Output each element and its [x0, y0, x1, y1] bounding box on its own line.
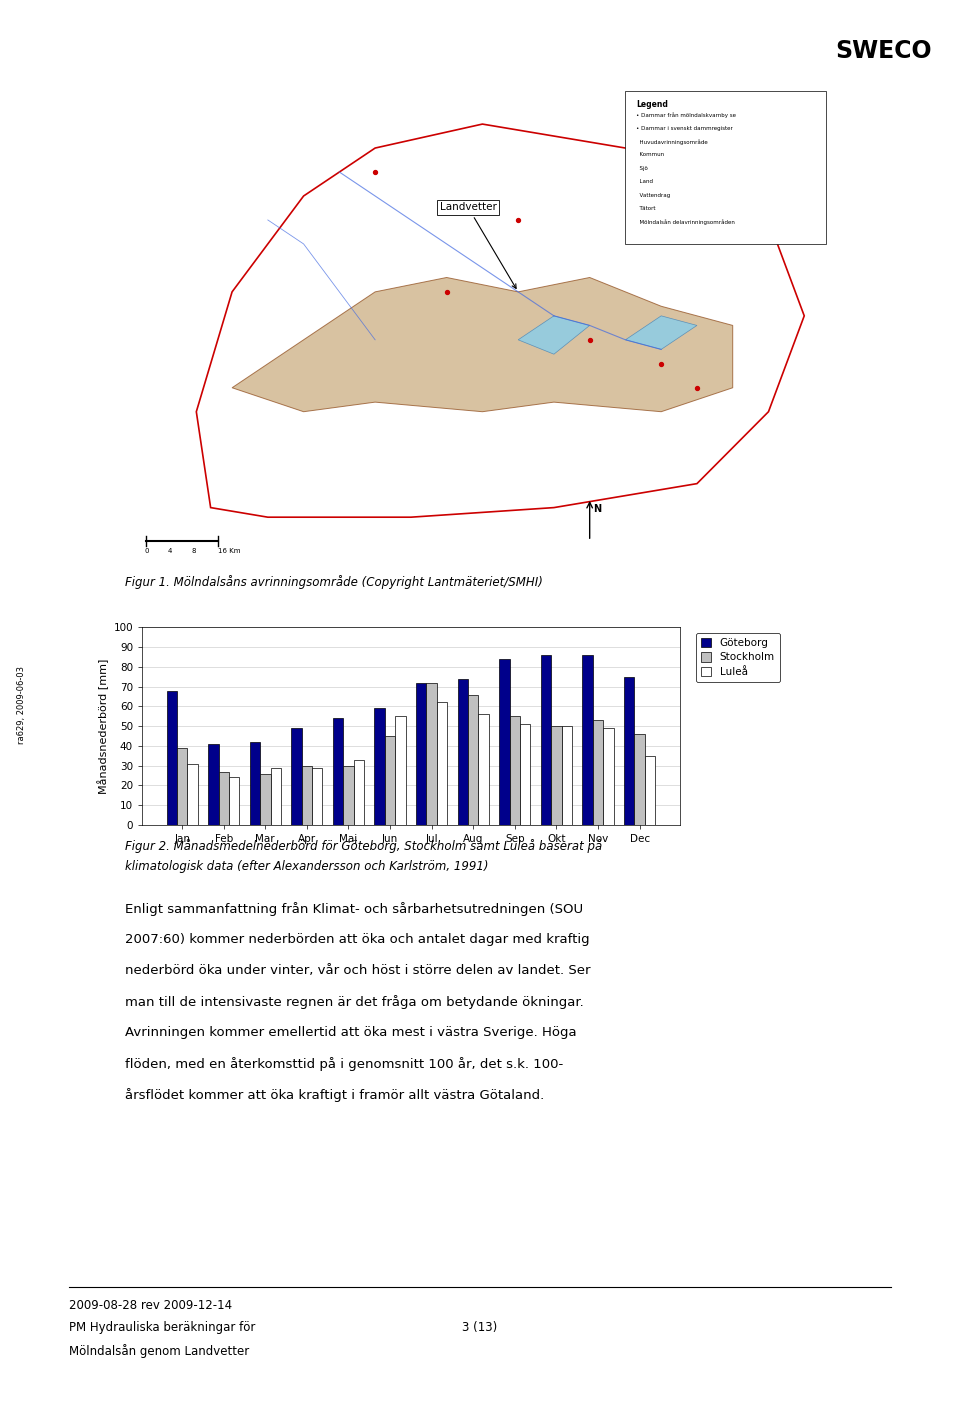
Bar [458, 678, 468, 825]
Text: 4: 4 [168, 548, 172, 554]
Text: 16 Km: 16 Km [218, 548, 240, 554]
Text: Vattendrag: Vattendrag [636, 193, 670, 197]
Text: ra629, 2009-06-03: ra629, 2009-06-03 [16, 666, 26, 744]
Text: flöden, med en återkomsttid på i genomsnitt 100 år, det s.k. 100-: flöden, med en återkomsttid på i genomsn… [125, 1058, 564, 1072]
Text: Mölndalsån genom Landvetter: Mölndalsån genom Landvetter [69, 1344, 250, 1358]
Bar [468, 695, 478, 825]
Bar [583, 656, 593, 825]
Bar [416, 682, 426, 825]
Bar [437, 702, 447, 825]
Y-axis label: Månadsnederbörd [mm]: Månadsnederbörd [mm] [98, 658, 109, 794]
Text: Tätort: Tätort [636, 206, 656, 212]
Bar [426, 682, 437, 825]
Bar [344, 766, 353, 825]
Text: klimatologisk data (efter Alexandersson och Karlström, 1991): klimatologisk data (efter Alexandersson … [125, 860, 489, 873]
Polygon shape [626, 316, 697, 350]
Text: Huvudavrinningsområde: Huvudavrinningsområde [636, 140, 708, 145]
Bar [301, 766, 312, 825]
Bar [626, 90, 826, 244]
Text: 3 (13): 3 (13) [463, 1321, 497, 1334]
Text: N: N [593, 505, 601, 515]
Bar [396, 716, 406, 825]
Bar [551, 726, 562, 825]
Text: 2009-08-28 rev 2009-12-14: 2009-08-28 rev 2009-12-14 [69, 1299, 232, 1311]
Bar [312, 767, 323, 825]
Bar [593, 721, 603, 825]
Bar [219, 771, 228, 825]
Point [654, 352, 669, 375]
Text: Mölndalsån delavrinningsområden: Mölndalsån delavrinningsområden [636, 220, 735, 226]
Bar [624, 677, 635, 825]
Text: • Dammar i svenskt dammregister: • Dammar i svenskt dammregister [636, 125, 732, 131]
Polygon shape [518, 316, 589, 354]
Bar [208, 744, 219, 825]
Point [582, 329, 597, 351]
Bar [271, 767, 281, 825]
Text: 8: 8 [192, 548, 197, 554]
Text: årsflödet kommer att öka kraftigt i framör allt västra Götaland.: årsflödet kommer att öka kraftigt i fram… [125, 1089, 544, 1103]
Bar [603, 728, 613, 825]
Text: Kommun: Kommun [636, 152, 664, 158]
Bar [228, 777, 239, 825]
Bar [353, 760, 364, 825]
Text: Sjö: Sjö [636, 166, 648, 171]
Text: Enligt sammanfattning från Klimat- och sårbarhetsutredningen (SOU: Enligt sammanfattning från Klimat- och s… [125, 902, 583, 916]
Text: Avrinningen kommer emellertid att öka mest i västra Sverige. Höga: Avrinningen kommer emellertid att öka me… [125, 1026, 576, 1039]
Polygon shape [232, 278, 732, 412]
Point [689, 376, 705, 399]
Text: man till de intensivaste regnen är det fråga om betydande ökningar.: man till de intensivaste regnen är det f… [125, 995, 584, 1010]
Bar [385, 736, 396, 825]
Bar [645, 756, 656, 825]
Legend: Göteborg, Stockholm, Luleå: Göteborg, Stockholm, Luleå [696, 633, 780, 682]
Text: SWECO: SWECO [835, 39, 932, 63]
Text: Land: Land [636, 179, 653, 185]
Bar [374, 708, 385, 825]
Point [511, 209, 526, 231]
Bar [166, 691, 177, 825]
Bar [510, 716, 520, 825]
Text: • Dammar från mölndalskvarnby se: • Dammar från mölndalskvarnby se [636, 111, 736, 118]
Bar [499, 658, 510, 825]
Bar [635, 735, 645, 825]
Bar [562, 726, 572, 825]
Bar [291, 728, 301, 825]
Bar [540, 656, 551, 825]
Text: PM Hydrauliska beräkningar för: PM Hydrauliska beräkningar för [69, 1321, 255, 1334]
Text: 0: 0 [144, 548, 149, 554]
Bar [177, 747, 187, 825]
Bar [260, 774, 271, 825]
Text: Figur 1. Mölndalsåns avrinningsområde (Copyright Lantmäteriet/SMHI): Figur 1. Mölndalsåns avrinningsområde (C… [125, 575, 542, 589]
Text: Legend: Legend [636, 100, 668, 109]
Bar [187, 764, 198, 825]
Bar [478, 715, 489, 825]
Text: 2007:60) kommer nederbörden att öka och antalet dagar med kraftig: 2007:60) kommer nederbörden att öka och … [125, 933, 589, 946]
Text: nederbörd öka under vinter, vår och höst i större delen av landet. Ser: nederbörd öka under vinter, vår och höst… [125, 964, 590, 977]
Bar [333, 718, 344, 825]
Bar [520, 725, 531, 825]
Text: Landvetter: Landvetter [440, 203, 516, 289]
Text: Figur 2. Månadsmedelnederbörd för Göteborg, Stockholm samt Luleå baserat på: Figur 2. Månadsmedelnederbörd för Götebo… [125, 839, 602, 853]
Point [439, 281, 454, 303]
Bar [250, 742, 260, 825]
Point [368, 161, 383, 183]
